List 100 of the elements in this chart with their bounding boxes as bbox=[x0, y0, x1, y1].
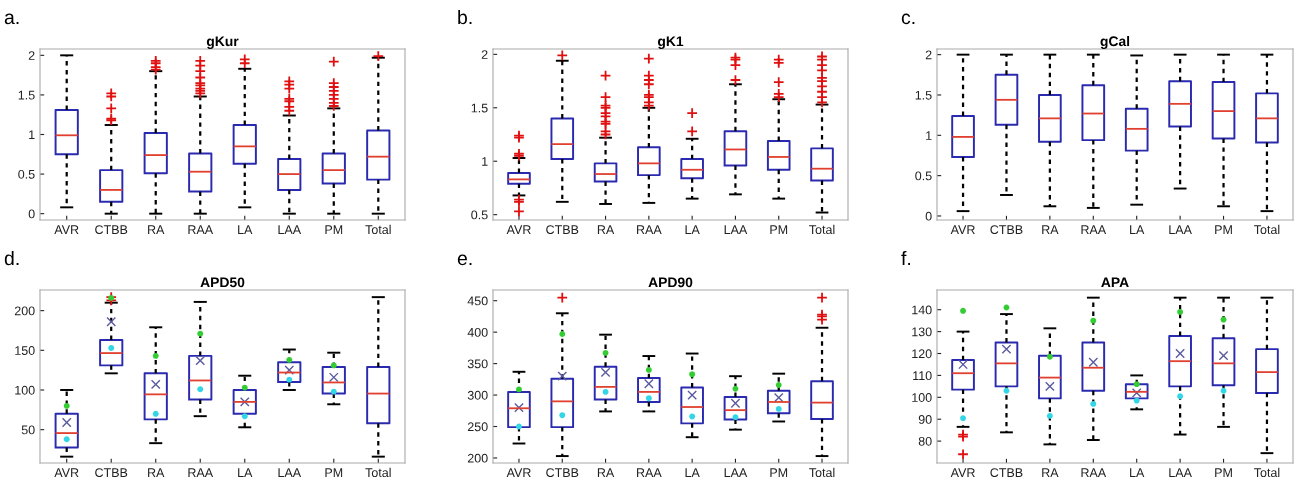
x-tick-label: Total bbox=[809, 224, 835, 235]
point bbox=[330, 362, 337, 369]
point bbox=[1220, 316, 1227, 323]
point bbox=[286, 356, 293, 363]
y-tick-label: 100 bbox=[15, 385, 35, 395]
y-tick-label: 50 bbox=[21, 425, 35, 435]
x-tick-label: RAA bbox=[637, 468, 662, 477]
point bbox=[1133, 381, 1140, 388]
y-tick-label: 120 bbox=[912, 349, 932, 359]
y-tick-label: 130 bbox=[912, 327, 932, 337]
chart-title: gKur bbox=[206, 36, 239, 49]
point bbox=[1177, 308, 1184, 315]
point bbox=[1090, 317, 1097, 324]
x-tick-label: LAA bbox=[278, 225, 302, 234]
text: b. bbox=[458, 9, 472, 25]
y-tick-label: 250 bbox=[467, 422, 488, 432]
point bbox=[960, 307, 966, 314]
x-tick-label: AVR bbox=[54, 225, 79, 234]
text: a. bbox=[4, 13, 19, 25]
x-tick-label: Total bbox=[1254, 467, 1280, 478]
point bbox=[1003, 304, 1010, 311]
x-tick-label: AVR bbox=[950, 225, 975, 234]
y-tick-label: 90 bbox=[918, 415, 932, 424]
point bbox=[63, 402, 70, 409]
point bbox=[330, 388, 337, 395]
text: c. bbox=[901, 13, 915, 25]
y-tick-label: 0 bbox=[925, 211, 932, 221]
y-tick-label: 450 bbox=[467, 296, 488, 306]
x-tick-label: RA bbox=[148, 225, 165, 234]
chart-title: gK1 bbox=[657, 36, 684, 49]
point bbox=[197, 386, 204, 393]
x-tick-label: AVR bbox=[54, 468, 79, 477]
x-tick-label: PM bbox=[770, 225, 788, 234]
point bbox=[241, 384, 248, 391]
point bbox=[645, 366, 652, 373]
y-tick-label: 80 bbox=[918, 436, 932, 446]
y-tick-label: 1 bbox=[29, 130, 35, 140]
x-tick-label: CTBB bbox=[990, 225, 1023, 235]
y-tick-label: 200 bbox=[14, 306, 35, 316]
y-tick-label: 1.5 bbox=[915, 90, 932, 100]
x-tick-label: AVR bbox=[506, 468, 531, 477]
x-tick-label: LA bbox=[1130, 468, 1145, 477]
x-tick-label: LAA bbox=[278, 468, 302, 477]
point bbox=[732, 385, 739, 392]
x-tick-label: Total bbox=[1254, 224, 1280, 235]
point bbox=[1046, 353, 1053, 360]
x-tick-label: CTBB bbox=[95, 225, 128, 235]
chart-title: APA bbox=[1101, 277, 1129, 288]
point bbox=[559, 412, 566, 419]
x-tick-label: LA bbox=[238, 225, 253, 234]
x-tick-label: RAA bbox=[1081, 468, 1107, 477]
point bbox=[286, 376, 293, 383]
point bbox=[602, 388, 609, 395]
y-tick-label: 200 bbox=[467, 453, 488, 463]
y-tick-label: 300 bbox=[467, 390, 488, 400]
x-tick-label: PM bbox=[325, 225, 343, 234]
chart-title: gCal bbox=[1100, 35, 1130, 49]
y-tick-label: 2 bbox=[28, 51, 35, 60]
x-tick-label: RA bbox=[597, 468, 615, 477]
x-tick-label: Total bbox=[365, 224, 391, 235]
x-tick-label: RAA bbox=[188, 468, 214, 477]
x-tick-label: LA bbox=[238, 468, 253, 477]
y-tick-label: 100 bbox=[912, 393, 932, 402]
y-tick-label: 150 bbox=[15, 346, 35, 355]
x-tick-label: CTBB bbox=[546, 225, 579, 235]
point bbox=[732, 414, 739, 421]
point bbox=[960, 415, 966, 422]
y-tick-label: 110 bbox=[913, 371, 932, 381]
x-tick-label: LA bbox=[685, 468, 700, 477]
point bbox=[1133, 397, 1140, 404]
text: f. bbox=[901, 250, 911, 266]
x-tick-label: LA bbox=[685, 225, 700, 234]
point bbox=[152, 352, 159, 359]
text: e. bbox=[457, 254, 472, 266]
x-tick-label: LAA bbox=[1169, 468, 1192, 477]
y-tick-label: 0.5 bbox=[18, 169, 35, 179]
x-tick-label: RA bbox=[597, 225, 615, 234]
y-tick-label: 2 bbox=[481, 50, 488, 59]
point bbox=[152, 410, 159, 417]
point bbox=[645, 395, 652, 402]
point bbox=[108, 344, 115, 351]
x-tick-label: RAA bbox=[637, 225, 662, 234]
point bbox=[1090, 400, 1097, 407]
x-tick-label: AVR bbox=[506, 225, 531, 234]
point bbox=[516, 423, 522, 430]
y-tick-label: 0.5 bbox=[915, 171, 932, 181]
y-tick-label: 1.5 bbox=[471, 103, 488, 113]
x-tick-label: RAA bbox=[188, 225, 214, 234]
x-tick-label: LAA bbox=[724, 225, 748, 234]
x-tick-label: CTBB bbox=[990, 468, 1023, 478]
point bbox=[775, 382, 782, 388]
y-tick-label: 350 bbox=[467, 359, 488, 369]
text: d. bbox=[4, 250, 19, 266]
y-tick-label: 2 bbox=[925, 50, 932, 60]
x-tick-label: RAA bbox=[1081, 225, 1107, 234]
x-tick-label: LAA bbox=[724, 468, 748, 477]
x-tick-label: PM bbox=[770, 468, 788, 477]
x-tick-label: LA bbox=[1130, 225, 1145, 234]
point bbox=[559, 331, 566, 337]
y-tick-label: 140 bbox=[912, 305, 932, 315]
